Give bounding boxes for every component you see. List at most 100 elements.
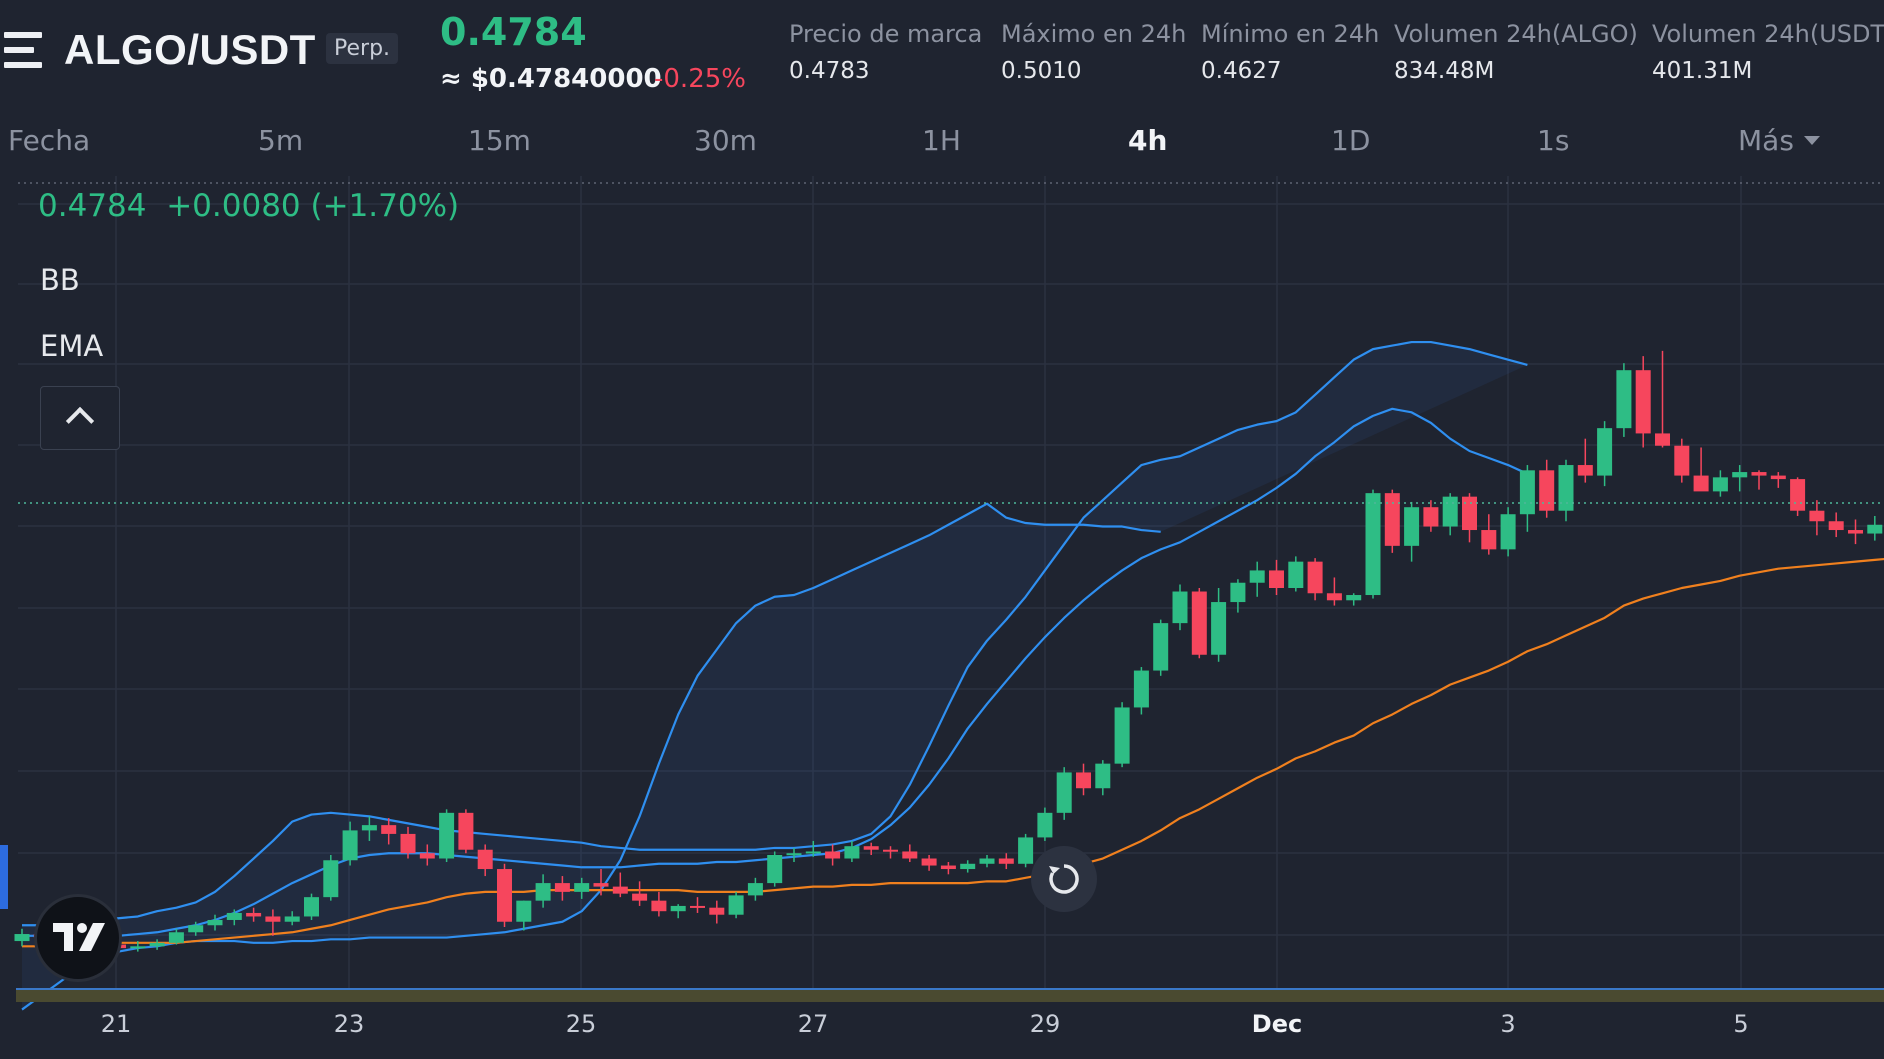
chevron-up-icon (65, 406, 95, 436)
candle-body (670, 905, 686, 912)
x-tick-label: 23 (334, 1010, 365, 1038)
candle-body (1848, 530, 1863, 534)
candle-body (1462, 496, 1477, 531)
stat-value: 401.31M (1652, 58, 1753, 84)
tab-1h[interactable]: 1H (922, 124, 961, 157)
candle-body (361, 825, 377, 831)
candle-body (593, 883, 609, 887)
candle-body (304, 897, 319, 917)
candle-body (902, 851, 918, 859)
stat-high-24h: Máximo en 24h 0.5010 (1001, 20, 1186, 84)
candle-body (1037, 812, 1053, 838)
stat-value: 0.4627 (1201, 58, 1282, 84)
tab-4h[interactable]: 4h (1128, 124, 1168, 157)
candle-body (1269, 570, 1284, 588)
candle-body (1384, 493, 1400, 546)
candle-body (1365, 493, 1381, 596)
tab-more[interactable]: Más (1738, 124, 1820, 157)
x-tick-label: Dec (1252, 1010, 1302, 1038)
candle-body (130, 946, 146, 949)
candle-body (612, 886, 628, 894)
tab-5m[interactable]: 5m (258, 124, 304, 157)
candle-body (516, 900, 532, 922)
contract-type-badge: Perp. (326, 33, 399, 64)
ohlc-change: +0.0080 (+1.70%) (166, 188, 460, 224)
stat-label: Máximo en 24h (1001, 20, 1187, 48)
candle-body (960, 863, 976, 870)
x-tick-label: 3 (1500, 1010, 1515, 1038)
candle-body (265, 916, 281, 922)
bb-lower-line (21, 502, 1161, 1011)
x-tick-label: 5 (1733, 1010, 1748, 1038)
stat-volume-algo: Volumen 24h(ALGO) 834.48M (1394, 20, 1638, 84)
tradingview-logo-icon (53, 923, 105, 951)
candlestick-chart[interactable]: 21 23 25 27 29 Dec 3 5 (0, 176, 1884, 1059)
stat-volume-usdt: Volumen 24h(USDT) 401.31M (1652, 20, 1884, 84)
x-tick-label: 27 (798, 1010, 829, 1038)
candle-body (883, 849, 898, 852)
candle-body (1809, 510, 1825, 522)
interval-tabs: Fecha 5m 15m 30m 1H 4h 1D 1s Más (0, 124, 1884, 168)
candle-body (246, 912, 262, 917)
menu-icon[interactable] (4, 30, 46, 70)
candle-body (1249, 570, 1265, 583)
candle-body (1404, 507, 1420, 546)
candle-body (1133, 670, 1149, 708)
candle-body (979, 858, 995, 864)
candle-body (400, 833, 416, 854)
ohlc-readout: 0.4784 +0.0080 (+1.70%) (38, 188, 459, 224)
candle-body (535, 883, 551, 901)
candle-body (574, 883, 590, 892)
candle-body (1519, 470, 1535, 515)
candle-body (1770, 475, 1786, 480)
candle-body (747, 883, 763, 896)
tab-30m[interactable]: 30m (694, 124, 757, 157)
candle-body (1539, 470, 1555, 511)
candle-body (477, 849, 493, 870)
candle-body (1635, 370, 1651, 434)
candle-body (1056, 772, 1072, 813)
candle-body (863, 846, 879, 850)
candle-body (844, 846, 860, 859)
candle-body (1597, 428, 1613, 476)
indicator-bb[interactable]: BB (40, 263, 80, 297)
pair-title[interactable]: ALGO/USDT (64, 26, 316, 73)
side-handle[interactable] (0, 845, 8, 909)
candle-body (1211, 602, 1227, 655)
volume-strip (16, 990, 1884, 1002)
reset-chart-button[interactable] (1031, 846, 1097, 912)
candle-body (1442, 496, 1458, 527)
candle-body (1172, 591, 1188, 624)
stat-mark-price: Precio de marca 0.4783 (789, 20, 982, 84)
candle-body (786, 853, 802, 856)
tab-15m[interactable]: 15m (468, 124, 531, 157)
candle-body (690, 905, 705, 908)
candle-body (1577, 465, 1593, 476)
tradingview-logo[interactable] (34, 894, 122, 982)
candle-body (1191, 591, 1207, 655)
candle-body (728, 895, 744, 915)
collapse-indicators-button[interactable] (40, 386, 120, 450)
candle-body (168, 932, 184, 943)
candle-body (342, 830, 358, 861)
candle-body (1230, 582, 1246, 603)
candle-body (381, 825, 397, 834)
tab-fecha[interactable]: Fecha (8, 124, 91, 157)
tab-more-label: Más (1738, 124, 1794, 157)
stat-label: Volumen 24h(USDT) (1652, 20, 1884, 48)
candle-body (439, 812, 455, 859)
candle-body (497, 869, 512, 922)
tab-1s[interactable]: 1s (1537, 124, 1570, 157)
tab-1d[interactable]: 1D (1331, 124, 1371, 157)
candle-body (1655, 433, 1670, 446)
indicator-ema[interactable]: EMA (40, 329, 104, 363)
candle-body (825, 851, 841, 859)
candle-body (1693, 475, 1709, 492)
usd-price: ≈ $0.47840000 (440, 64, 662, 94)
stat-value: 834.48M (1394, 58, 1495, 84)
x-tick-label: 25 (566, 1010, 597, 1038)
candle-body (998, 858, 1014, 864)
candle-body (1616, 370, 1632, 429)
candle-body (1346, 595, 1362, 601)
candle-body (940, 865, 956, 870)
